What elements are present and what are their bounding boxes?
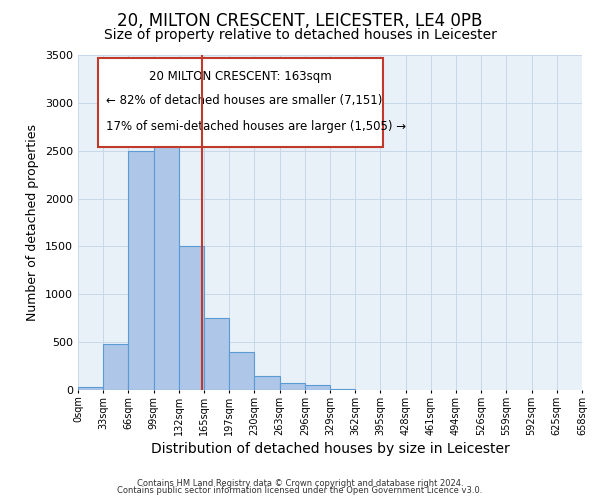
Text: 20, MILTON CRESCENT, LEICESTER, LE4 0PB: 20, MILTON CRESCENT, LEICESTER, LE4 0PB <box>118 12 482 30</box>
Bar <box>179 246 204 390</box>
Bar <box>280 384 305 390</box>
Bar <box>154 122 179 390</box>
Y-axis label: Number of detached properties: Number of detached properties <box>26 124 40 321</box>
Text: Contains HM Land Registry data © Crown copyright and database right 2024.: Contains HM Land Registry data © Crown c… <box>137 478 463 488</box>
Text: 20 MILTON CRESCENT: 163sqm: 20 MILTON CRESCENT: 163sqm <box>149 70 332 83</box>
Bar <box>330 389 355 390</box>
Bar <box>78 387 103 390</box>
X-axis label: Distribution of detached houses by size in Leicester: Distribution of detached houses by size … <box>151 442 509 456</box>
Bar <box>128 150 154 390</box>
FancyBboxPatch shape <box>98 58 383 147</box>
Text: Contains public sector information licensed under the Open Government Licence v3: Contains public sector information licen… <box>118 486 482 495</box>
Bar <box>103 344 128 390</box>
Bar <box>204 318 229 390</box>
Text: 17% of semi-detached houses are larger (1,505) →: 17% of semi-detached houses are larger (… <box>106 120 406 134</box>
Text: ← 82% of detached houses are smaller (7,151): ← 82% of detached houses are smaller (7,… <box>106 94 382 106</box>
Bar <box>305 385 330 390</box>
Text: Size of property relative to detached houses in Leicester: Size of property relative to detached ho… <box>104 28 496 42</box>
Bar <box>229 352 254 390</box>
Bar <box>254 376 280 390</box>
